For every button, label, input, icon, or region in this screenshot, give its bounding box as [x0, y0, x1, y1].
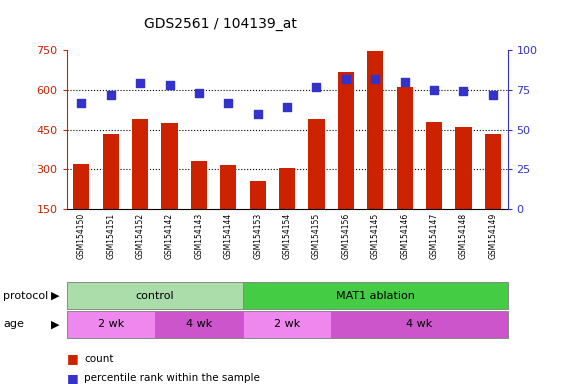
- Point: [429, 87, 438, 93]
- Point: [224, 99, 233, 106]
- Bar: [132, 119, 148, 209]
- Text: GSM154152: GSM154152: [136, 213, 144, 259]
- Text: GSM154151: GSM154151: [106, 213, 115, 259]
- Text: age: age: [3, 319, 24, 329]
- Text: GSM154148: GSM154148: [459, 213, 468, 259]
- Point: [371, 76, 380, 82]
- Bar: [191, 162, 207, 209]
- Text: GSM154142: GSM154142: [165, 213, 174, 259]
- Bar: [397, 87, 413, 209]
- Bar: [309, 119, 325, 209]
- Point: [312, 83, 321, 89]
- Text: protocol: protocol: [3, 291, 48, 301]
- Bar: [161, 123, 177, 209]
- Text: 2 wk: 2 wk: [97, 319, 124, 329]
- Text: GSM154156: GSM154156: [342, 213, 350, 259]
- Text: percentile rank within the sample: percentile rank within the sample: [84, 373, 260, 383]
- Point: [106, 91, 115, 98]
- Bar: [338, 73, 354, 209]
- Bar: [220, 166, 237, 209]
- Point: [165, 82, 174, 88]
- Text: GSM154143: GSM154143: [194, 213, 204, 259]
- Bar: [455, 127, 472, 209]
- Text: GSM154144: GSM154144: [224, 213, 233, 259]
- Text: GSM154147: GSM154147: [430, 213, 438, 259]
- Bar: [279, 168, 295, 209]
- Point: [459, 88, 468, 94]
- Text: GSM154155: GSM154155: [312, 213, 321, 259]
- Text: GDS2561 / 104139_at: GDS2561 / 104139_at: [144, 17, 297, 31]
- Text: GSM154146: GSM154146: [400, 213, 409, 259]
- Point: [488, 91, 498, 98]
- Bar: [73, 164, 89, 209]
- Point: [400, 79, 409, 85]
- Text: GSM154150: GSM154150: [77, 213, 86, 259]
- Text: 4 wk: 4 wk: [186, 319, 212, 329]
- Text: count: count: [84, 354, 114, 364]
- Bar: [249, 181, 266, 209]
- Text: GSM154154: GSM154154: [282, 213, 292, 259]
- Bar: [367, 51, 383, 209]
- Text: 2 wk: 2 wk: [274, 319, 300, 329]
- Text: ▶: ▶: [51, 291, 59, 301]
- Bar: [485, 134, 501, 209]
- Point: [194, 90, 204, 96]
- Text: ▶: ▶: [51, 319, 59, 329]
- Text: GSM154149: GSM154149: [488, 213, 497, 259]
- Text: 4 wk: 4 wk: [406, 319, 433, 329]
- Text: MAT1 ablation: MAT1 ablation: [336, 291, 415, 301]
- Point: [253, 111, 262, 117]
- Point: [77, 99, 86, 106]
- Text: ■: ■: [67, 353, 78, 366]
- Bar: [426, 122, 442, 209]
- Text: control: control: [136, 291, 174, 301]
- Text: GSM154145: GSM154145: [371, 213, 380, 259]
- Point: [282, 104, 292, 110]
- Point: [341, 76, 350, 82]
- Text: GSM154153: GSM154153: [253, 213, 262, 259]
- Point: [136, 80, 145, 86]
- Bar: [103, 134, 119, 209]
- Text: ■: ■: [67, 372, 78, 384]
